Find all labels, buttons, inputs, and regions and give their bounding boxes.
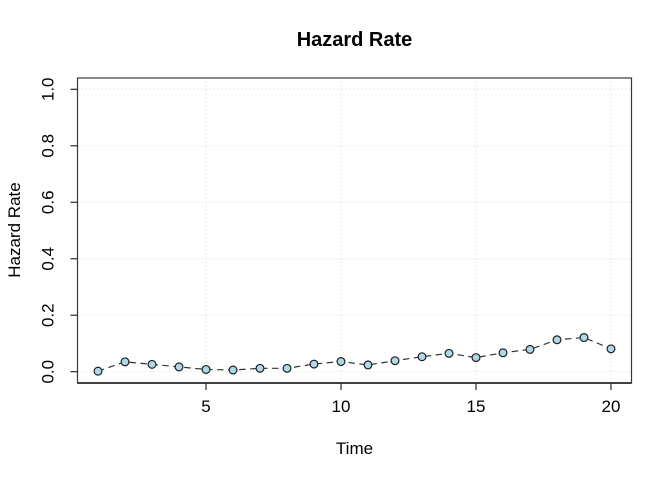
x-tick-label: 15 [467,397,486,416]
y-tick-label: 0.4 [39,247,58,271]
plot-box [76,77,633,384]
y-tick-label: 0.8 [39,134,58,158]
hazard-rate-line [97,336,612,372]
data-point [255,363,265,373]
data-point [228,365,238,375]
x-tick-label: 20 [602,397,621,416]
y-tick-label: 0.0 [39,360,58,384]
data-point [606,344,616,354]
data-point [363,360,373,370]
data-point [417,352,427,362]
data-point [525,344,535,354]
data-point [93,366,103,376]
x-tick-label: 5 [201,397,210,416]
data-point [282,363,292,373]
data-point [120,357,130,367]
data-point [498,348,508,358]
data-point [579,333,589,343]
y-tick-label: 1.0 [39,77,58,101]
x-tick-label: 10 [332,397,351,416]
y-tick-label: 0.2 [39,303,58,327]
data-point [309,359,319,369]
data-point [201,364,211,374]
data-point [444,348,454,358]
x-axis-label: Time [335,439,374,458]
data-point [174,362,184,372]
data-point [147,359,157,369]
y-tick-label: 0.6 [39,190,58,214]
chart-title: Hazard Rate [296,29,413,51]
data-point [552,335,562,345]
data-point [390,356,400,366]
data-point [471,353,481,363]
data-point [336,357,346,367]
